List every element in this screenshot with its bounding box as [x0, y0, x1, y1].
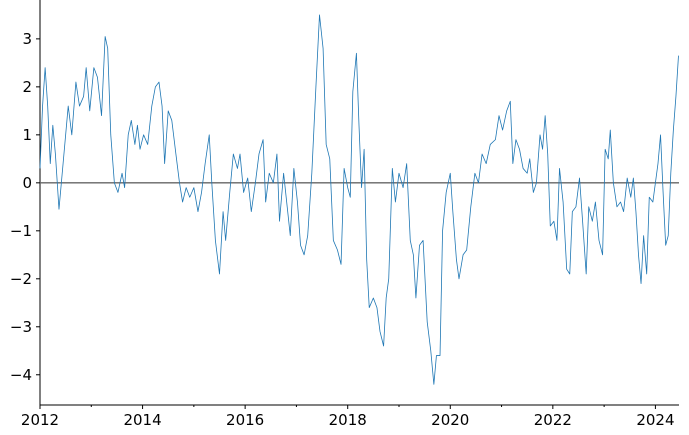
x-tick-label: 2014 [123, 411, 161, 429]
x-tick-label: 2020 [431, 411, 469, 429]
y-tick-label: −2 [10, 270, 32, 288]
y-tick-label: 3 [22, 30, 32, 48]
y-tick-label: 2 [22, 78, 32, 96]
x-tick-label: 2016 [226, 411, 264, 429]
x-tick-label: 2018 [329, 411, 367, 429]
y-tick-label: −4 [10, 366, 32, 384]
y-tick-label: −1 [10, 222, 32, 240]
series-line [39, 14, 679, 385]
y-tick-label: 0 [22, 174, 32, 192]
x-tick-label: 2024 [636, 411, 674, 429]
y-tick-label: 1 [22, 126, 32, 144]
x-tick-label: 2022 [534, 411, 572, 429]
y-tick-label: −3 [10, 318, 32, 336]
x-tick-label: 2012 [21, 411, 59, 429]
